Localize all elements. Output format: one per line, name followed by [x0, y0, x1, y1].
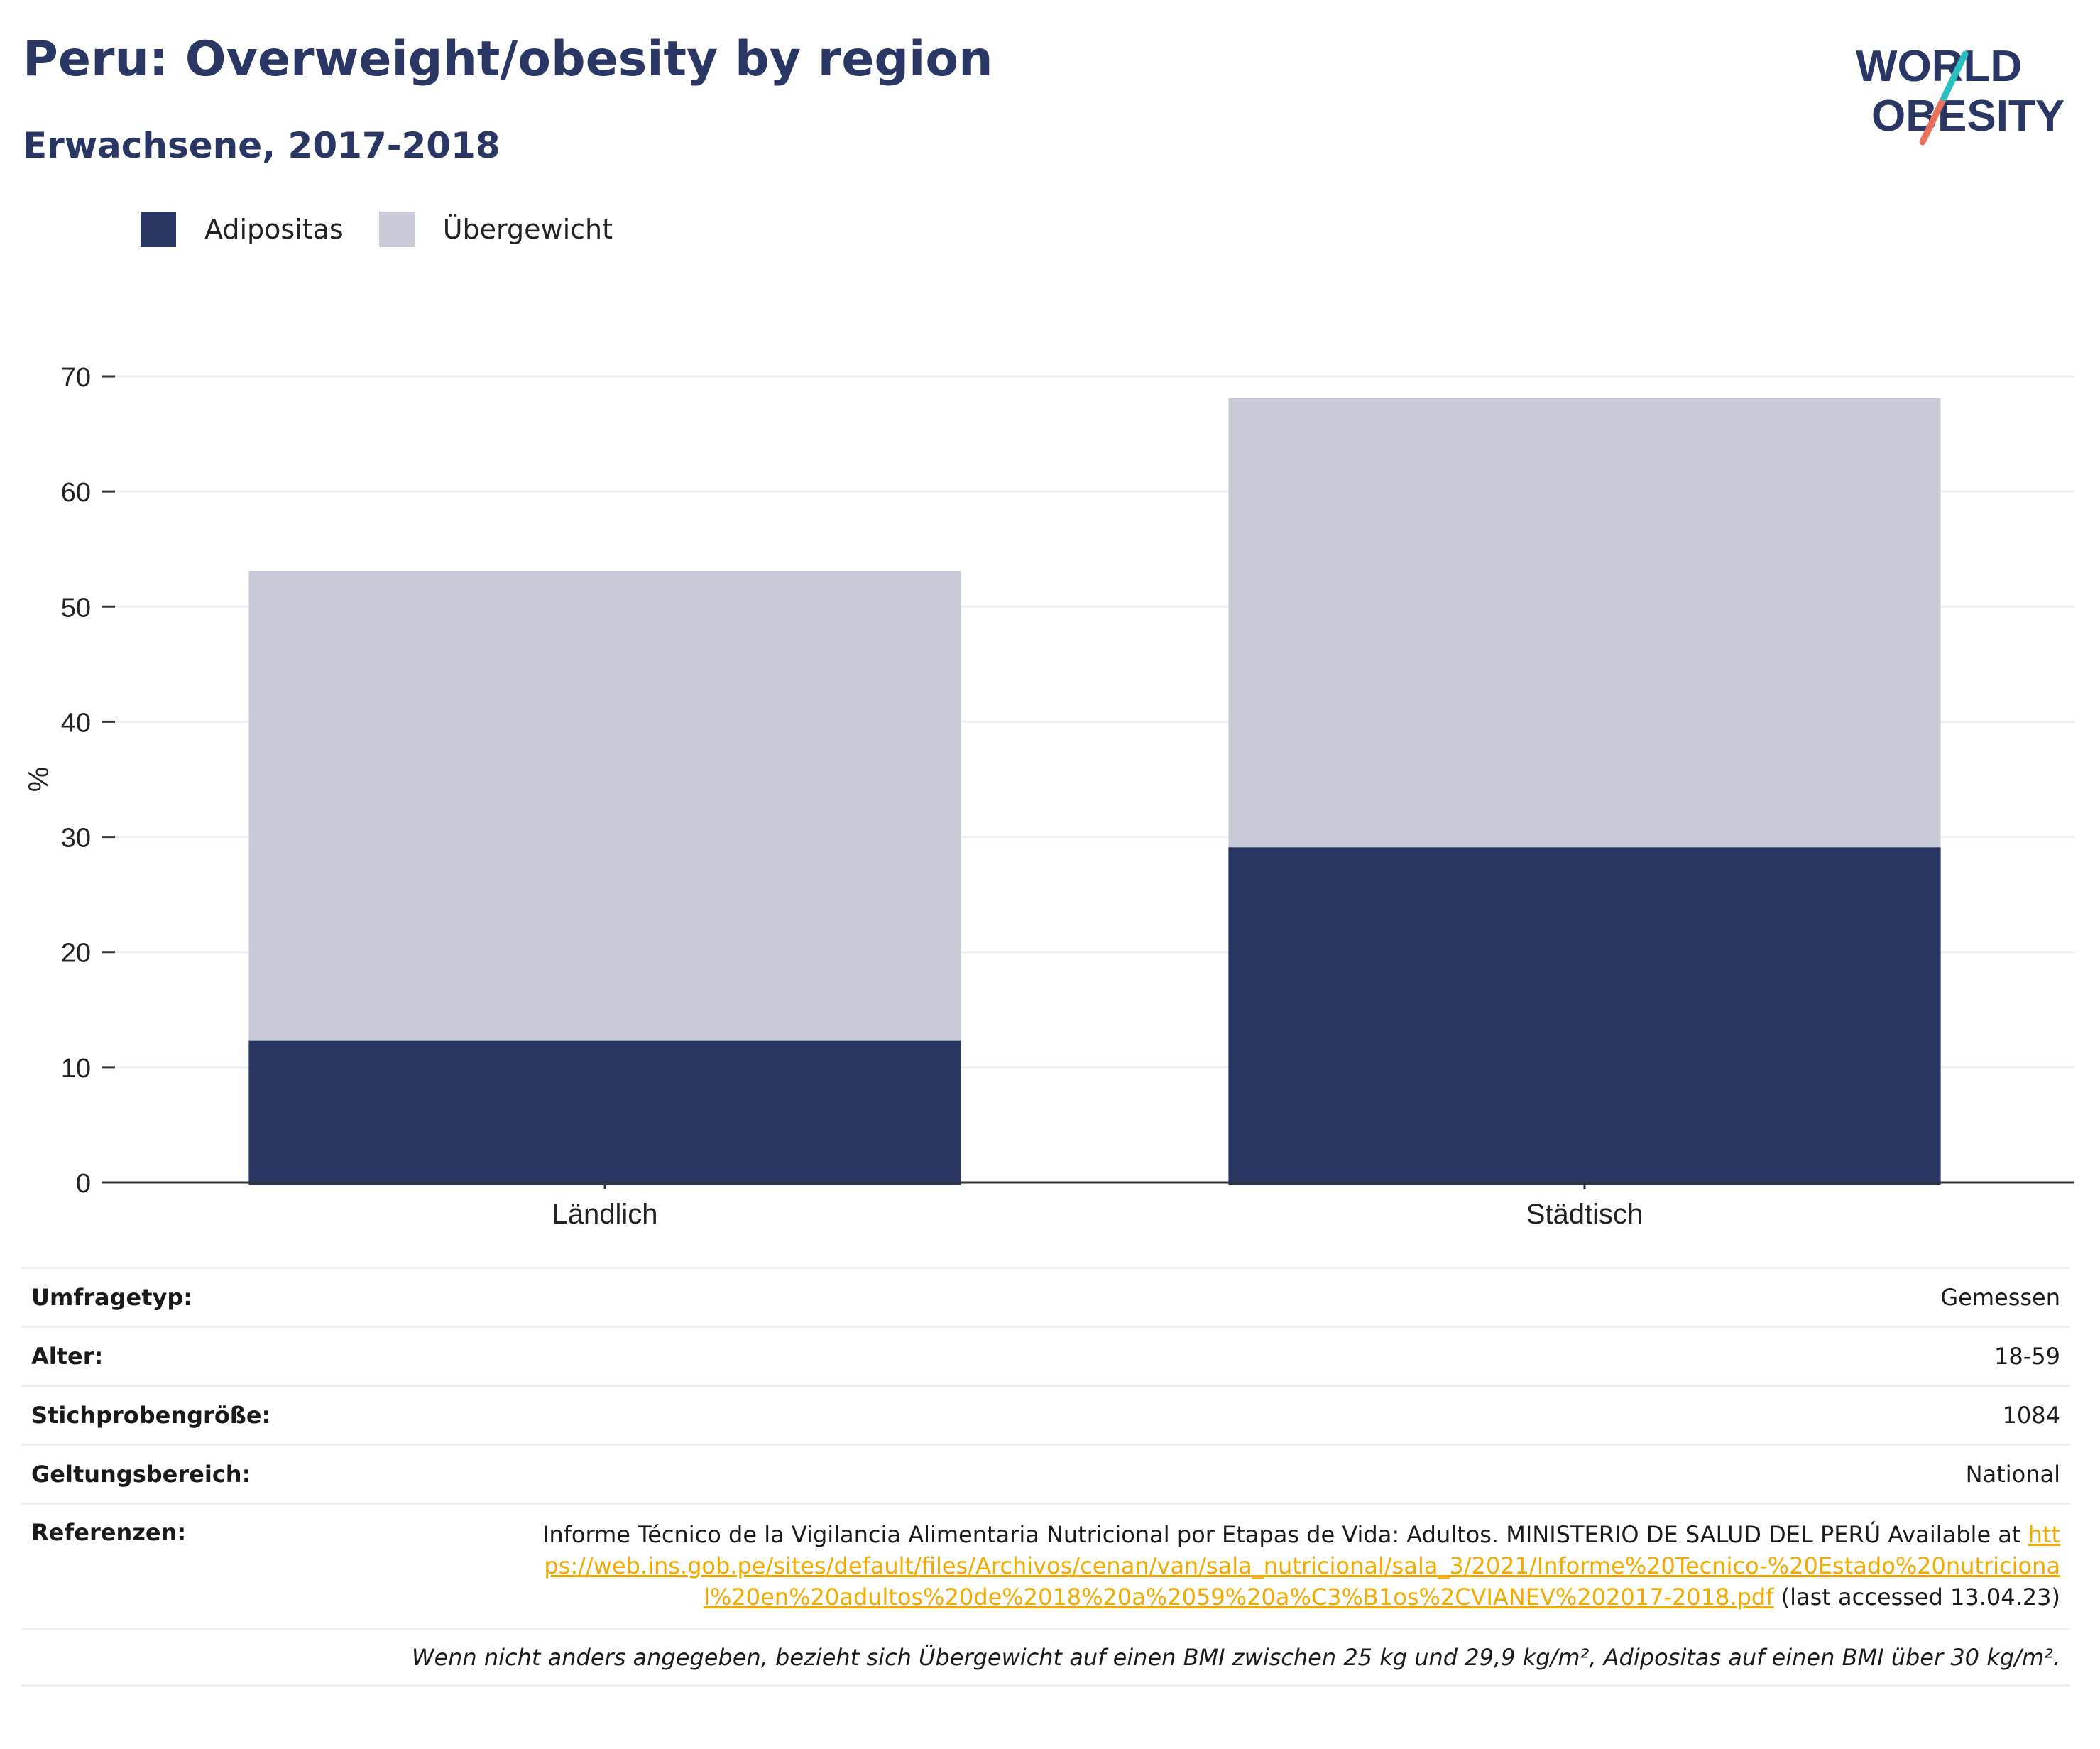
meta-row-scope: Geltungsbereich: National [21, 1444, 2070, 1503]
y-tick-label: 0 [76, 1169, 91, 1199]
meta-label: Stichprobengröße: [31, 1402, 271, 1429]
meta-label: Geltungsbereich: [31, 1461, 251, 1488]
meta-row-age: Alter: 18-59 [21, 1326, 2070, 1385]
y-tick-label: 50 [61, 593, 91, 623]
y-axis-ticks: 0 10 20 30 40 50 60 70 [61, 363, 115, 1199]
footnote: Wenn nicht anders angegeben, bezieht sic… [21, 1628, 2070, 1687]
meta-row-sample-size: Stichprobengröße: 1084 [21, 1385, 2070, 1444]
references-text: Informe Técnico de la Vigilancia Aliment… [542, 1521, 2021, 1548]
y-tick-label: 40 [61, 708, 91, 738]
y-tick-label: 30 [61, 824, 91, 854]
chart-subtitle: Erwachsene, 2017-2018 [23, 125, 501, 166]
logo-line-1: WORLD [1856, 42, 2022, 91]
meta-value: 18-59 [1994, 1343, 2060, 1370]
y-tick-label: 10 [61, 1054, 91, 1084]
y-tick-label: 60 [61, 478, 91, 508]
meta-label: Umfragetyp: [31, 1284, 193, 1311]
legend-swatch-adipositas [141, 212, 176, 247]
metadata-table: Umfragetyp: Gemessen Alter: 18-59 Stichp… [21, 1267, 2070, 1687]
bar-uebergewicht[interactable] [1228, 398, 1941, 848]
footnote-text: Wenn nicht anders angegeben, bezieht sic… [411, 1644, 2060, 1671]
meta-row-references: Referenzen: Informe Técnico de la Vigila… [21, 1503, 2070, 1628]
y-tick-label: 70 [61, 363, 91, 393]
stacked-bar-chart: 0 10 20 30 40 50 60 70 Ländlich Städtisch % [23, 363, 2074, 1230]
x-axis-ticks: Ländlich Städtisch [552, 1182, 1643, 1230]
legend-item-adipositas[interactable]: Adipositas [141, 212, 344, 247]
y-tick-label: 20 [61, 939, 91, 969]
world-obesity-logo: WORLD OBESITY [1856, 42, 2065, 146]
meta-row-survey-type: Umfragetyp: Gemessen [21, 1267, 2070, 1326]
logo-line-2: OBESITY [1871, 92, 2065, 141]
chart-title: Peru: Overweight/obesity by region [23, 31, 993, 87]
legend-label-uebergewicht: Übergewicht [442, 214, 613, 245]
meta-label: Referenzen: [31, 1519, 187, 1546]
legend-item-uebergewicht[interactable]: Übergewicht [378, 212, 613, 247]
meta-value: National [1965, 1461, 2060, 1488]
meta-label: Alter: [31, 1343, 104, 1370]
bars [248, 398, 1941, 1185]
references-link[interactable]: https://web.ins.gob.pe/sites/default/fil… [544, 1521, 2060, 1611]
x-tick-label: Ländlich [552, 1199, 657, 1230]
legend-swatch-uebergewicht [378, 212, 415, 247]
references-value: Informe Técnico de la Vigilancia Aliment… [534, 1519, 2060, 1613]
meta-value: 1084 [2002, 1402, 2060, 1429]
y-axis-label: % [23, 767, 55, 792]
references-suffix: (last accessed 13.04.23) [1781, 1584, 2060, 1611]
meta-value: Gemessen [1940, 1284, 2060, 1311]
legend: Adipositas Übergewicht [141, 212, 648, 247]
x-tick-label: Städtisch [1526, 1199, 1644, 1230]
bar-adipositas[interactable] [248, 1040, 961, 1185]
legend-label-adipositas: Adipositas [204, 214, 344, 245]
bar-uebergewicht[interactable] [248, 571, 961, 1041]
bar-adipositas[interactable] [1228, 847, 1941, 1185]
